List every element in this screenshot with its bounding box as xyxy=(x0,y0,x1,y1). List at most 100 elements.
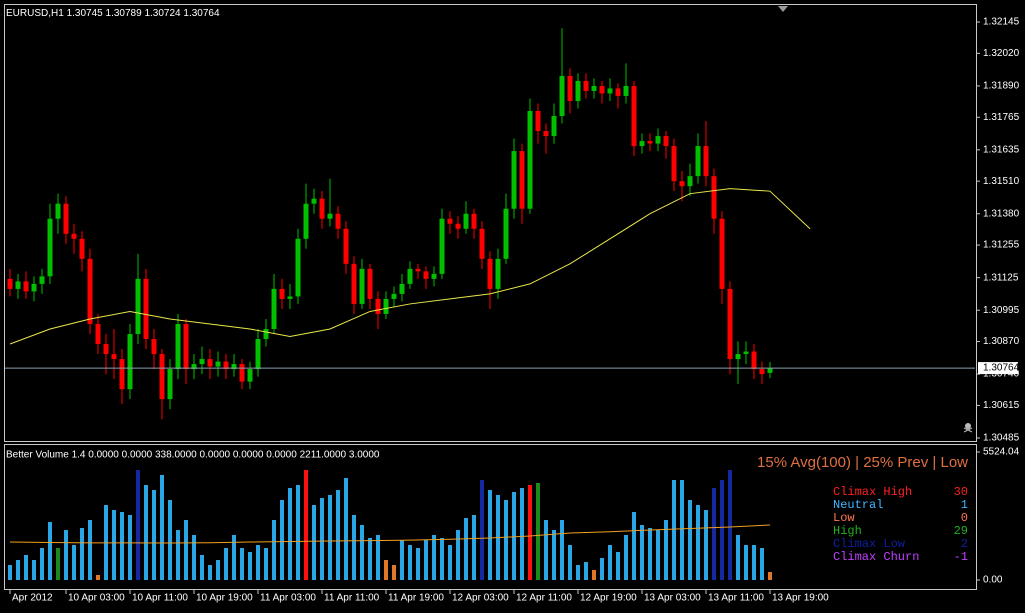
volume-bar xyxy=(632,511,636,580)
candle-body xyxy=(39,276,45,284)
candle-body xyxy=(175,323,181,370)
legend-value: 2 xyxy=(961,537,968,551)
candle-body xyxy=(519,151,525,209)
candle-body xyxy=(423,271,429,279)
low: 1.30724 xyxy=(144,8,181,19)
candle-body xyxy=(87,258,93,324)
indicator-header: Better Volume 1.4 0.0000 0.0000 338.0000… xyxy=(6,450,380,461)
volume-bar xyxy=(696,504,700,580)
volume-bar xyxy=(480,479,484,580)
x-tick-label: Apr 2012 xyxy=(12,593,53,604)
legend-name: Climax Churn xyxy=(833,550,919,564)
volume-bar xyxy=(296,484,300,580)
volume-bar xyxy=(648,528,652,580)
y-tick-label: 1.30740 xyxy=(983,369,1020,380)
candle-body xyxy=(655,136,661,144)
candle-body xyxy=(431,273,437,279)
volume-bar xyxy=(336,490,340,580)
candle-body xyxy=(671,146,677,182)
volume-bar xyxy=(304,469,308,580)
y-tick-label: 1.32020 xyxy=(983,48,1020,59)
candle-body xyxy=(727,288,733,360)
candle-body xyxy=(79,238,85,259)
volume-bar xyxy=(720,479,724,580)
y-tick-label: 1.31255 xyxy=(983,240,1020,251)
candle-body xyxy=(183,323,189,370)
volume-bar xyxy=(616,552,620,580)
candle-body xyxy=(231,364,237,370)
candle-body xyxy=(31,283,37,292)
volume-bar xyxy=(504,499,508,580)
volume-bar xyxy=(392,565,396,580)
current-price-label: 1.30764 xyxy=(983,363,1020,374)
candle-body xyxy=(759,369,765,375)
y-tick-label: 1.32145 xyxy=(983,17,1020,28)
volume-bar xyxy=(16,560,20,580)
legend-value: 0 xyxy=(961,511,968,525)
candle-body xyxy=(719,218,725,289)
candle-body xyxy=(615,88,621,96)
candle-body xyxy=(303,203,309,239)
y-tick-label: 1.30870 xyxy=(983,336,1020,347)
legend-value: 30 xyxy=(954,485,968,499)
candle-body xyxy=(567,75,573,101)
symbol-header: EURUSD,H1 1.30745 1.30789 1.30724 1.3076… xyxy=(6,8,220,19)
volume-bar xyxy=(208,565,212,580)
candle-body xyxy=(663,136,669,147)
x-tick-label: 11 Apr 03:00 xyxy=(260,593,316,604)
candle-body xyxy=(295,238,301,297)
volume-bar xyxy=(736,535,740,580)
volume-panel-frame xyxy=(4,444,977,590)
y-tick-label: 1.31635 xyxy=(983,144,1020,155)
candle-body xyxy=(591,85,597,91)
volume-bar xyxy=(728,469,732,580)
legend-name: Climax High xyxy=(833,485,912,499)
volume-bar xyxy=(656,529,660,580)
volume-bar xyxy=(168,499,172,580)
x-tick-label: 12 Apr 11:00 xyxy=(516,593,572,604)
x-tick-label: 13 Apr 19:00 xyxy=(772,593,829,604)
x-tick-label: 10 Apr 19:00 xyxy=(196,593,253,604)
volume-bar xyxy=(240,548,244,580)
volume-bar xyxy=(608,544,612,580)
candle-body xyxy=(679,181,685,187)
candle-body xyxy=(135,278,141,335)
volume-bar xyxy=(360,524,364,580)
candle-body xyxy=(215,361,221,367)
volume-bar xyxy=(528,484,532,580)
volume-bar xyxy=(64,529,68,580)
y-tick-label: 0.00 xyxy=(983,575,1003,586)
volume-bar xyxy=(600,557,604,580)
volume-bar xyxy=(520,487,524,580)
volume-bar xyxy=(536,482,540,580)
volume-bar xyxy=(384,560,388,580)
volume-bar xyxy=(424,540,428,580)
volume-bar xyxy=(472,515,476,580)
volume-bar xyxy=(120,511,124,580)
candle-body xyxy=(687,176,693,187)
volume-bar xyxy=(448,544,452,580)
candle-body xyxy=(511,151,517,209)
candle-body xyxy=(735,354,741,360)
candle-body xyxy=(95,323,101,345)
volume-bar xyxy=(712,487,716,580)
candle-body xyxy=(535,110,541,132)
volume-bar xyxy=(456,529,460,580)
legend-value: 29 xyxy=(954,524,968,538)
volume-bar xyxy=(640,524,644,580)
x-tick-label: 13 Apr 11:00 xyxy=(708,593,764,604)
volume-bar xyxy=(624,535,628,580)
candle-body xyxy=(447,218,453,224)
candle-body xyxy=(247,369,253,382)
volume-bar xyxy=(192,535,196,580)
indicator-heading: 15% Avg(100) | 25% Prev | Low xyxy=(757,454,968,471)
volume-bar xyxy=(264,548,268,580)
candle-body xyxy=(495,258,501,289)
volume-bar xyxy=(664,519,668,580)
candle-body xyxy=(439,218,445,274)
volume-bar xyxy=(368,537,372,580)
volume-bar xyxy=(32,560,36,580)
candle-body xyxy=(239,364,245,382)
